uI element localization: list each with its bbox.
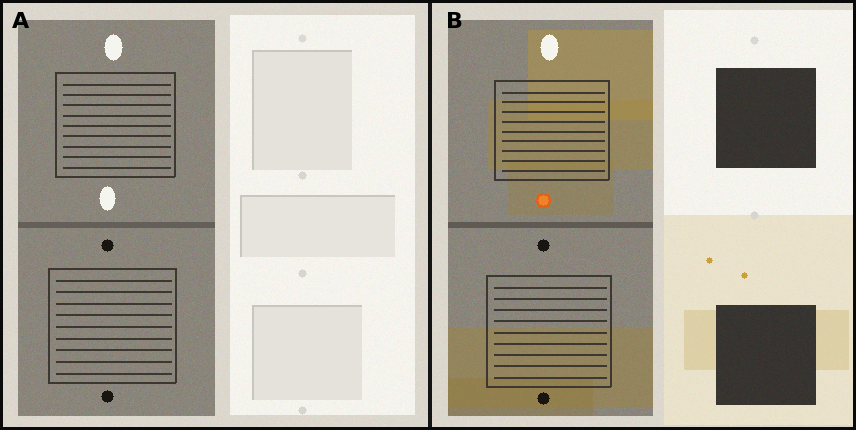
Text: A: A xyxy=(12,12,29,32)
Text: B: B xyxy=(446,12,463,32)
